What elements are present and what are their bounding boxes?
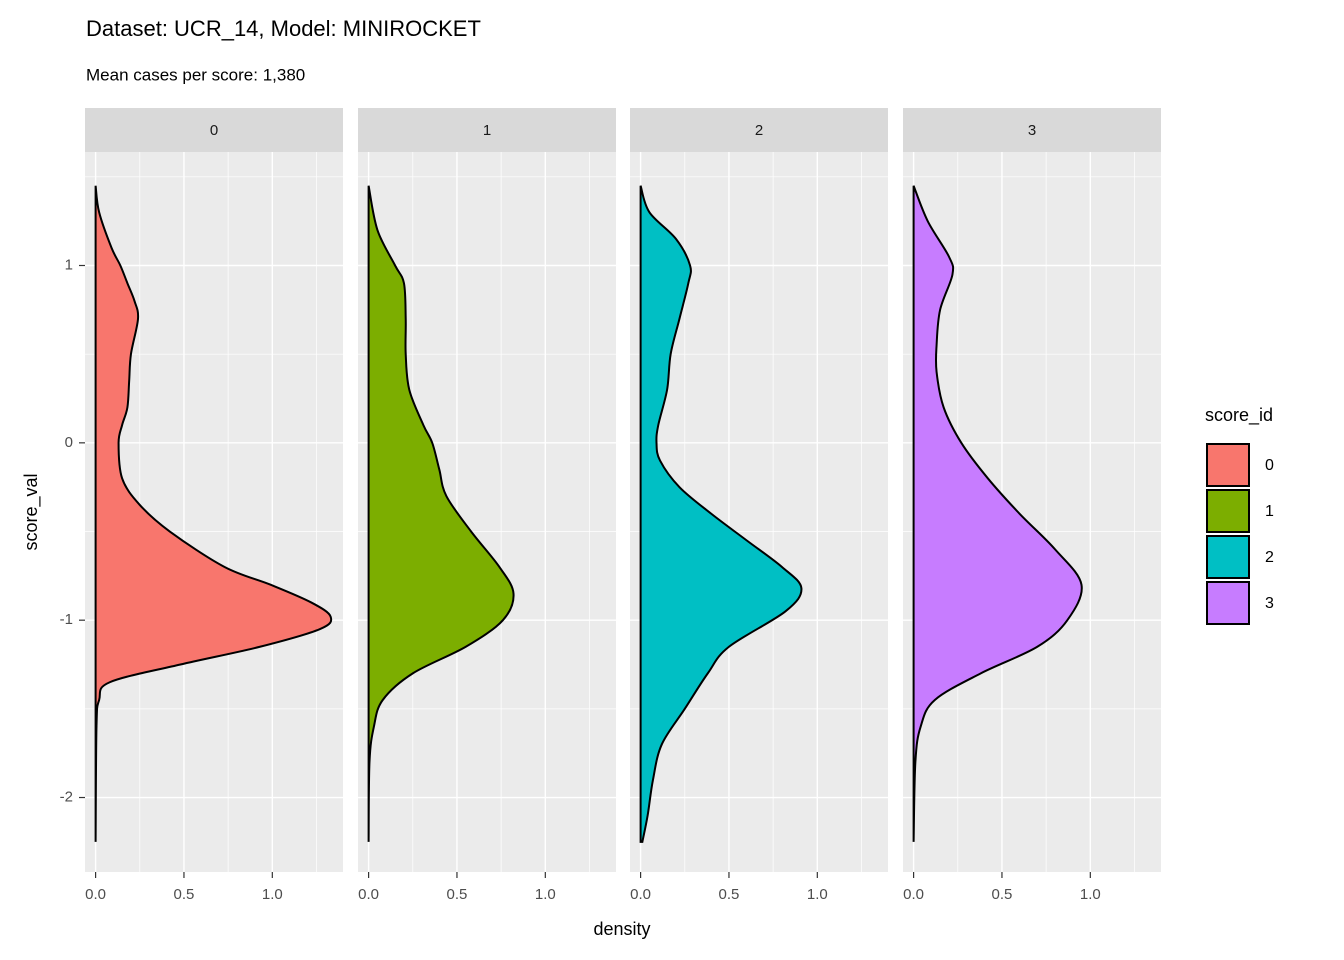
x-tick-label: 0.5 (719, 886, 740, 903)
y-axis-title: score_val (21, 473, 42, 550)
y-tick-label: 1 (65, 256, 73, 273)
density-area (639, 185, 803, 843)
legend-key (1206, 535, 1250, 579)
facet-label: 1 (483, 122, 491, 139)
legend-label: 2 (1265, 549, 1274, 566)
x-tick-label: 1.0 (807, 886, 828, 903)
x-tick-label: 0.0 (85, 886, 106, 903)
chart-subtitle: Mean cases per score: 1,380 (86, 65, 305, 84)
density-area (94, 185, 333, 842)
y-tick-label: -2 (60, 788, 73, 805)
y-tick-label: -1 (60, 611, 73, 628)
x-tick-label: 0.5 (992, 886, 1013, 903)
facet-strip (85, 108, 343, 152)
x-tick-label: 0.0 (630, 886, 651, 903)
facet-strip (358, 108, 616, 152)
x-axis-title: density (593, 919, 650, 939)
legend-label: 3 (1265, 595, 1274, 612)
facet-label: 3 (1028, 122, 1036, 139)
x-tick-label: 0.0 (358, 886, 379, 903)
facet-strip (630, 108, 888, 152)
chart-title: Dataset: UCR_14, Model: MINIROCKET (86, 16, 481, 41)
legend-key (1206, 581, 1250, 625)
x-tick-label: 0.5 (447, 886, 468, 903)
legend-key (1206, 443, 1250, 487)
legend-title: score_id (1205, 405, 1273, 426)
legend-label: 1 (1265, 503, 1274, 520)
facet-label: 0 (210, 122, 218, 139)
facet-label: 2 (755, 122, 763, 139)
x-tick-label: 1.0 (262, 886, 283, 903)
density-area (912, 185, 1083, 842)
legend-label: 0 (1265, 457, 1274, 474)
x-tick-label: 0.0 (903, 886, 924, 903)
density-area (367, 185, 515, 842)
x-tick-label: 0.5 (174, 886, 195, 903)
facet-strip (903, 108, 1161, 152)
legend-key (1206, 489, 1250, 533)
y-tick-label: 0 (65, 434, 73, 451)
x-tick-label: 1.0 (535, 886, 556, 903)
x-tick-label: 1.0 (1080, 886, 1101, 903)
